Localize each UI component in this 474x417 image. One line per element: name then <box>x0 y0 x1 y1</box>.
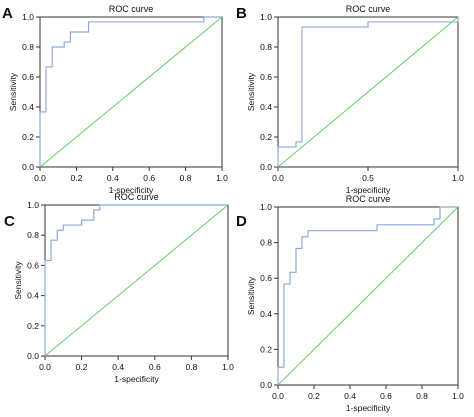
y-tick-label: 0.6 <box>22 72 34 82</box>
x-tick-label: 0.4 <box>112 362 124 372</box>
x-tick-label: 1.0 <box>222 362 234 372</box>
y-tick-label: 1.0 <box>260 202 272 212</box>
panel-letter: D <box>236 213 247 230</box>
y-tick-label: 0.8 <box>260 238 272 248</box>
x-axis-label: 1-specificity <box>346 403 391 413</box>
y-tick-label: 0.2 <box>27 321 39 331</box>
roc-curve-line <box>277 206 458 385</box>
x-tick-label: 1.0 <box>216 173 228 183</box>
roc-panel-a: A ROC curve 0.0 0.2 0.4 0.6 0.8 1.0 0.0 0.2 0.4 0.6… <box>2 4 228 195</box>
x-tick-label: 0.0 <box>272 173 284 183</box>
x-tick-label: 0.0 <box>39 362 51 372</box>
chart-title: ROC curve <box>346 4 391 14</box>
y-tick-label: 0.0 <box>22 162 34 172</box>
y-tick-label: 1.0 <box>260 12 272 22</box>
x-tick-label: 1.0 <box>452 173 464 183</box>
chart-title: ROC curve <box>346 194 391 204</box>
x-tick-label: 0.8 <box>180 173 192 183</box>
roc-curve-line <box>277 17 459 167</box>
plot-frame <box>277 206 459 386</box>
y-tick-label: 0.4 <box>22 102 34 112</box>
x-tick-label: 0.6 <box>380 391 392 401</box>
chart-title: ROC curve <box>114 192 159 202</box>
y-tick-label: 0.8 <box>260 42 272 52</box>
panel-letter: A <box>2 5 13 22</box>
y-axis-label: Sensitivity <box>246 72 256 111</box>
y-axis-label: Sensitivity <box>246 276 256 315</box>
y-tick-label: 0.4 <box>27 291 39 301</box>
x-axis-label: 1-specificity <box>114 374 159 384</box>
y-tick-label: 0.4 <box>260 102 272 112</box>
y-tick-label: 0.0 <box>27 351 39 361</box>
x-tick-label: 0.8 <box>185 362 197 372</box>
roc-panel-c: C ROC curve 0.0 0.2 0.4 0.6 0.8 1.0 0.0 0.2 0.4 0.6… <box>4 192 234 384</box>
x-axis-label: 1-specificity <box>346 185 391 195</box>
y-axis-label: Sensitivity <box>8 72 18 111</box>
x-axis-label: 1-specificity <box>109 185 154 195</box>
y-tick-label: 0.0 <box>260 380 272 390</box>
x-tick-label: 0.0 <box>34 173 46 183</box>
x-tick-label: 0.4 <box>344 391 356 401</box>
reference-diagonal-line <box>277 206 459 386</box>
x-tick-label: 0.6 <box>143 173 155 183</box>
x-tick-label: 0.5 <box>362 173 374 183</box>
roc-curve-line <box>44 204 228 356</box>
x-tick-label: 1.0 <box>452 391 464 401</box>
y-axis-label: Sensitivity <box>13 261 23 300</box>
x-tick-label: 0.2 <box>308 391 320 401</box>
x-tick-label: 0.4 <box>107 173 119 183</box>
y-tick-label: 0.8 <box>22 42 34 52</box>
y-tick-label: 0.6 <box>260 72 272 82</box>
y-tick-label: 0.2 <box>260 344 272 354</box>
y-tick-label: 0.2 <box>260 132 272 142</box>
reference-diagonal-line <box>39 16 223 168</box>
y-tick-label: 0.2 <box>22 132 34 142</box>
y-tick-label: 1.0 <box>22 12 34 22</box>
y-tick-label: 0.6 <box>260 273 272 283</box>
x-tick-label: 0.0 <box>272 391 284 401</box>
x-tick-label: 0.2 <box>70 173 82 183</box>
y-tick-label: 1.0 <box>27 200 39 210</box>
panel-letter: B <box>236 5 247 22</box>
y-tick-label: 0.8 <box>27 230 39 240</box>
roc-curve-line <box>39 16 222 167</box>
roc-panel-d: D ROC curve 0.0 0.2 0.4 0.6 0.8 1.0 0.0 0.2 0.4 0.6… <box>236 194 464 413</box>
x-tick-label: 0.8 <box>416 391 428 401</box>
x-tick-label: 0.6 <box>149 362 161 372</box>
panel-letter: C <box>4 213 15 230</box>
reference-diagonal-line <box>44 204 229 357</box>
reference-diagonal-line <box>277 16 459 168</box>
roc-panel-b: B ROC curve 0.0 0.5 1.0 0.0 0.2 0.4 0.6 0.8 1.0 1-s… <box>236 4 464 195</box>
y-tick-label: 0.6 <box>27 260 39 270</box>
y-tick-label: 0.0 <box>260 162 272 172</box>
y-tick-label: 0.4 <box>260 309 272 319</box>
x-tick-label: 0.2 <box>76 362 88 372</box>
chart-title: ROC curve <box>109 4 154 14</box>
plot-frame <box>39 16 223 168</box>
